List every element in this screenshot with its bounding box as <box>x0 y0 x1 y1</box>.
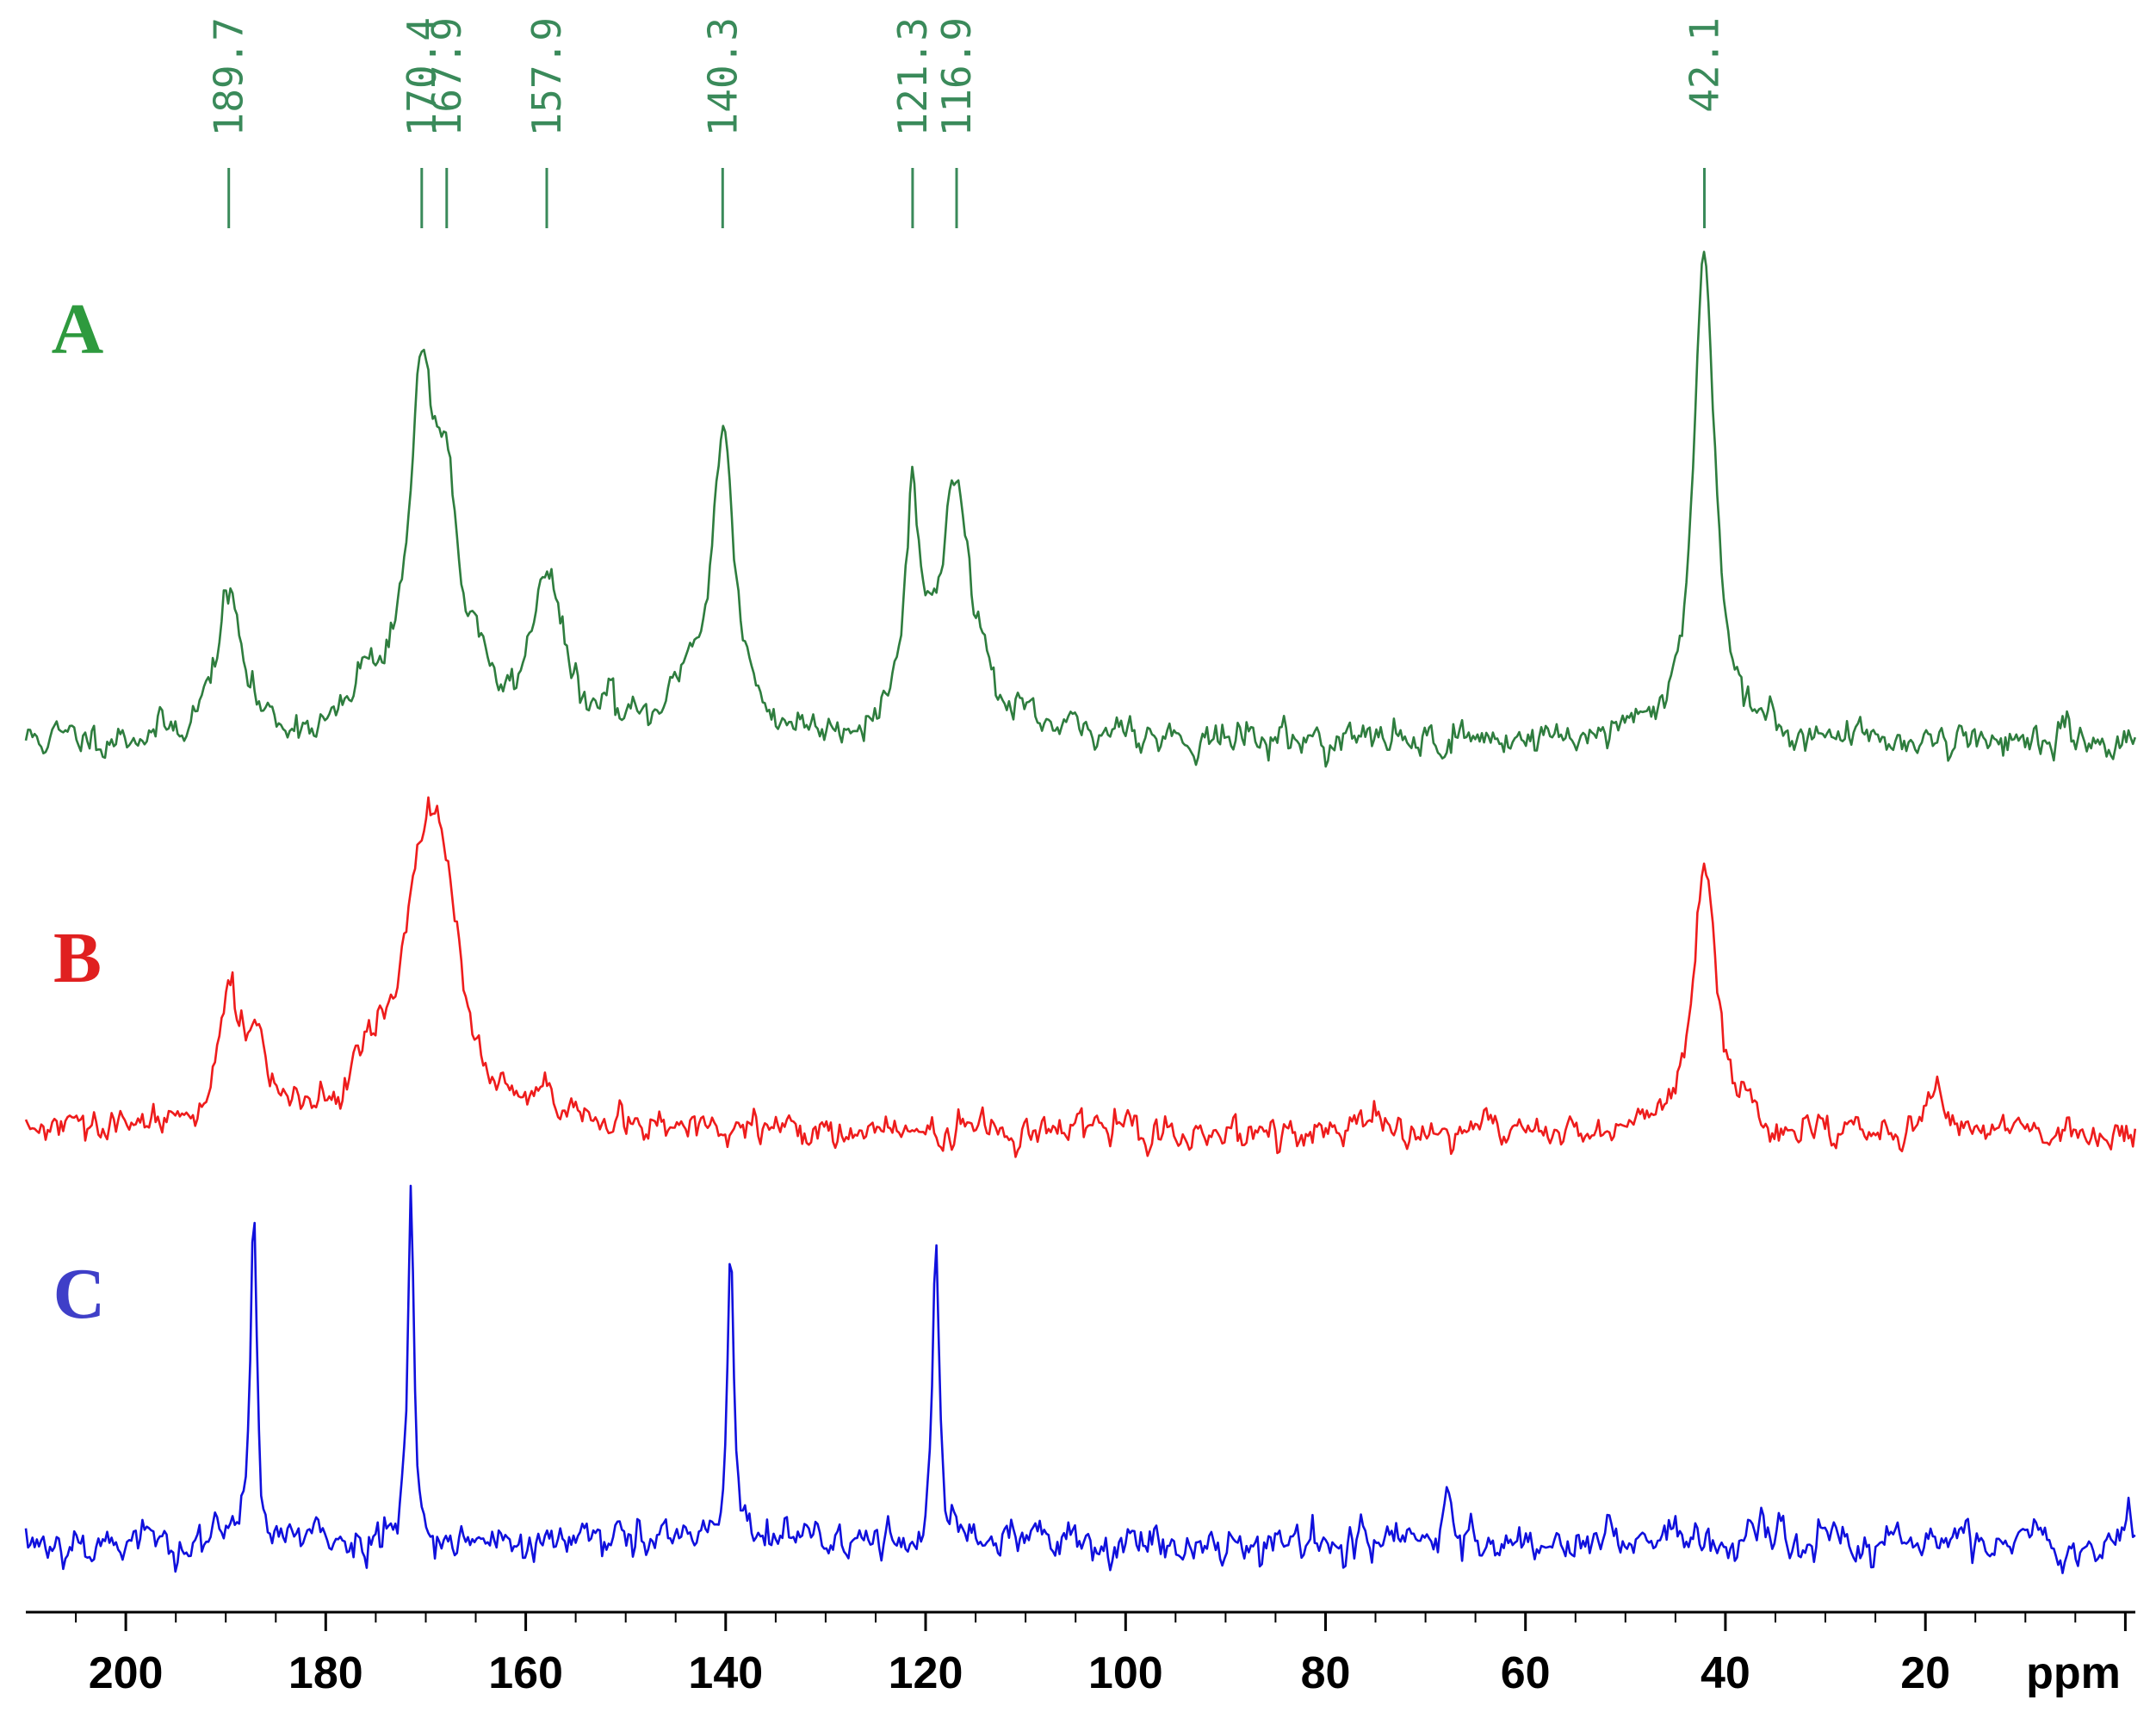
peak-label-text: 42.1 <box>1682 17 1728 113</box>
x-tick-label: 140 <box>688 1648 763 1698</box>
peak-label-text: 189.7 <box>206 17 252 136</box>
peak-label-text: 157.9 <box>524 17 570 136</box>
spectrum-trace-b <box>24 796 2137 1158</box>
peak-label-42-1: 42.1 <box>1682 17 1728 228</box>
trace-label-a: A <box>52 289 104 369</box>
peak-label-170-4: 170.4 <box>399 17 445 228</box>
x-tick-label: 20 <box>1900 1648 1950 1698</box>
x-tick-label: 180 <box>288 1648 363 1698</box>
x-tick-label: 120 <box>889 1648 963 1698</box>
x-axis: 200 180 160 140 120 100 80 60 40 20 <box>26 1610 2135 1698</box>
trace-label-c: C <box>53 1254 106 1334</box>
peak-label-text: 167.9 <box>424 17 470 136</box>
peak-label-text: 170.4 <box>399 17 445 136</box>
x-tick-label: 80 <box>1301 1648 1351 1698</box>
peak-label-text: 121.3 <box>889 17 936 136</box>
x-tick-label: 60 <box>1501 1648 1551 1698</box>
peak-label-116-9: 116.9 <box>933 17 980 228</box>
peak-label-167-9: 167.9 <box>424 17 470 228</box>
spectrum-traces <box>24 251 2137 1574</box>
peak-label-text: 140.3 <box>699 17 746 136</box>
trace-labels: A B C <box>52 289 106 1334</box>
x-tick-label: 40 <box>1701 1648 1750 1698</box>
x-tick-label: 100 <box>1088 1648 1163 1698</box>
peak-label-121-3: 121.3 <box>889 17 936 228</box>
peak-label-189-7: 189.7 <box>206 17 252 228</box>
spectrum-trace-a <box>24 251 2137 768</box>
peak-label-140-3: 140.3 <box>699 17 746 228</box>
x-tick-label: 200 <box>89 1648 164 1698</box>
peak-label-157-9: 157.9 <box>524 17 570 228</box>
peak-label-text: 116.9 <box>933 17 980 136</box>
x-tick-label: 160 <box>488 1648 563 1698</box>
spectrum-trace-c <box>24 1184 2136 1574</box>
x-axis-unit-label: ppm <box>2026 1648 2121 1698</box>
trace-label-b: B <box>53 918 102 998</box>
